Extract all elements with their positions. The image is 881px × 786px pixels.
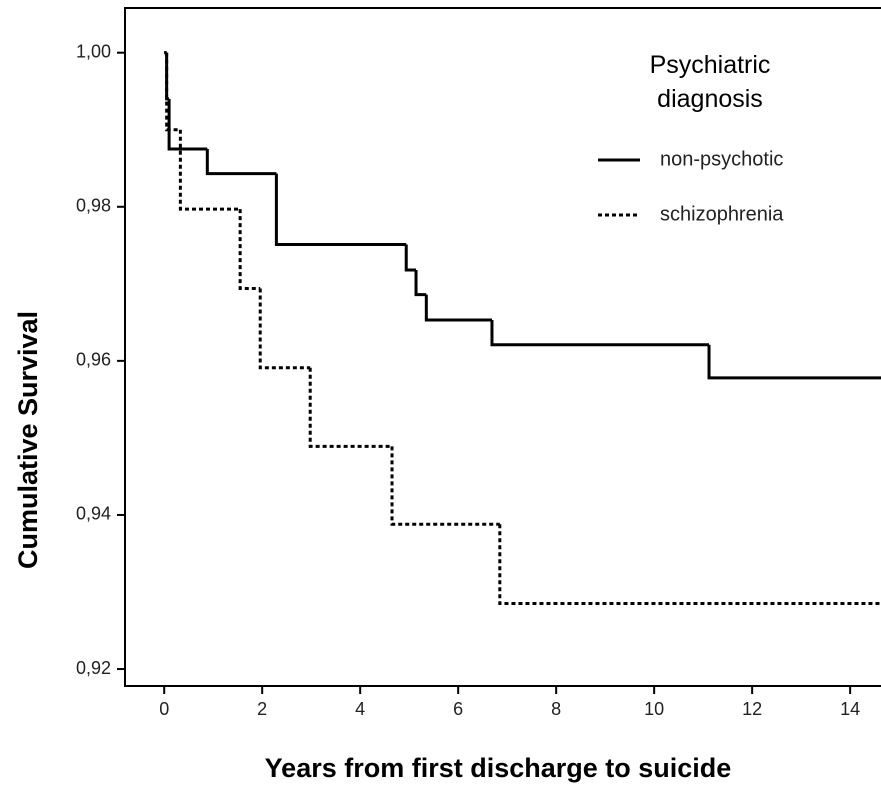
x-tick-label: 8 bbox=[551, 699, 561, 719]
survival-step bbox=[274, 173, 407, 247]
survival-step bbox=[167, 98, 208, 151]
legend-label: schizophrenia bbox=[660, 203, 784, 225]
survival-step bbox=[178, 129, 241, 211]
y-tick-label: 0,96 bbox=[76, 350, 111, 370]
survival-step bbox=[707, 344, 881, 380]
y-tick-label: 0,98 bbox=[76, 196, 111, 216]
x-tick-label: 6 bbox=[453, 699, 463, 719]
x-tick-label: 14 bbox=[840, 699, 860, 719]
x-tick-label: 0 bbox=[159, 699, 169, 719]
y-tick-label: 0,94 bbox=[76, 504, 111, 524]
x-tick-label: 12 bbox=[742, 699, 762, 719]
x-tick-label: 2 bbox=[257, 699, 267, 719]
survival-step bbox=[258, 288, 311, 370]
survival-step bbox=[414, 269, 427, 297]
survival-step bbox=[498, 524, 881, 606]
legend-label: non-psychotic bbox=[660, 148, 783, 170]
survival-step bbox=[308, 367, 393, 448]
y-tick-label: 1,00 bbox=[76, 41, 111, 61]
x-tick-label: 10 bbox=[644, 699, 664, 719]
y-tick-label: 0,92 bbox=[76, 658, 111, 678]
survival-step bbox=[390, 446, 500, 526]
survival-step bbox=[424, 294, 492, 322]
survival-step bbox=[205, 148, 277, 176]
survival-step bbox=[238, 209, 261, 290]
y-axis-label: Cumulative Survival bbox=[13, 311, 43, 569]
plot-frame bbox=[124, 7, 881, 687]
legend-title: Psychiatric diagnosis bbox=[649, 51, 771, 113]
x-tick-label: 4 bbox=[355, 699, 365, 719]
survival-step bbox=[165, 52, 181, 132]
survival-step bbox=[404, 244, 417, 272]
x-axis-label: Years from first discharge to suicide bbox=[265, 753, 732, 783]
survival-step bbox=[490, 320, 710, 347]
